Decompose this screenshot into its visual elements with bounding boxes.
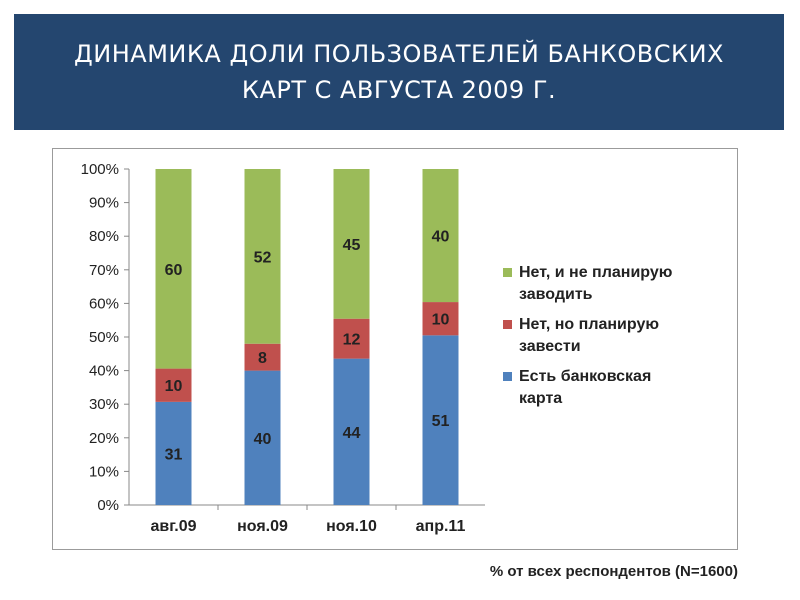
legend-label: Нет, и не планирую — [519, 264, 673, 281]
chart-frame: 0% 10% 20% 30% 40% 50% 60% 70% 80% 90% 100% 31 10 60 а… — [52, 148, 738, 550]
legend-label: карта — [519, 390, 562, 407]
data-label: 10 — [432, 312, 450, 329]
y-tick-label: 30% — [89, 396, 119, 413]
data-label: 44 — [343, 425, 361, 442]
data-label: 51 — [432, 413, 450, 430]
y-tick-label: 70% — [89, 262, 119, 279]
bar-segment — [333, 169, 370, 319]
bar-segment — [244, 370, 281, 505]
bar-segment — [422, 302, 459, 336]
data-label: 60 — [165, 262, 183, 279]
data-label: 40 — [254, 431, 272, 448]
legend-swatch — [503, 372, 512, 381]
bar-segment — [422, 335, 459, 505]
legend-label: Нет, но планирую — [519, 316, 659, 333]
bar-segment — [244, 343, 281, 371]
legend-label: завести — [519, 338, 581, 355]
legend-label: Есть банковская — [519, 368, 651, 385]
y-tick-label: 90% — [89, 195, 119, 212]
legend-swatch — [503, 268, 512, 277]
bar-segment — [155, 169, 192, 369]
bar-segment — [422, 169, 459, 303]
y-tick-label: 0% — [97, 497, 119, 514]
page-title-line-1: ДИНАМИКА ДОЛИ ПОЛЬЗОВАТЕЛЕЙ БАНКОВСКИХ — [74, 40, 724, 68]
y-tick-label: 80% — [89, 228, 119, 245]
y-tick-label: 100% — [81, 161, 119, 178]
data-label: 8 — [258, 350, 267, 367]
bar-segment — [333, 318, 370, 359]
legend-label: заводить — [519, 286, 593, 303]
y-tick-label: 10% — [89, 463, 119, 480]
data-label: 10 — [165, 378, 183, 395]
x-tick-label: ноя.10 — [326, 518, 377, 535]
x-tick-label: ноя.09 — [237, 518, 288, 535]
data-label: 31 — [165, 446, 183, 463]
y-tick-label: 60% — [89, 295, 119, 312]
y-tick-label: 50% — [89, 329, 119, 346]
bar-segment — [155, 368, 192, 402]
footnote: % от всех респондентов (N=1600) — [489, 563, 738, 580]
bar-segment — [244, 169, 281, 344]
x-tick-label: авг.09 — [150, 518, 196, 535]
x-tick-label: апр.11 — [416, 518, 466, 535]
title-band: ДИНАМИКА ДОЛИ ПОЛЬЗОВАТЕЛЕЙ БАНКОВСКИХ К… — [14, 14, 784, 130]
data-label: 52 — [254, 249, 272, 266]
bar-segment — [333, 358, 370, 505]
page-title-line-2: КАРТ С АВГУСТА 2009 Г. — [241, 76, 557, 104]
bar-segment — [155, 401, 192, 505]
legend-swatch — [503, 320, 512, 329]
y-tick-label: 40% — [89, 363, 119, 380]
data-label: 45 — [343, 237, 361, 254]
y-tick-label: 20% — [89, 430, 119, 447]
data-label: 40 — [432, 229, 450, 246]
stacked-bar-chart: 0% 10% 20% 30% 40% 50% 60% 70% 80% 90% 100% 31 10 60 а… — [81, 161, 673, 535]
data-label: 12 — [343, 332, 361, 349]
